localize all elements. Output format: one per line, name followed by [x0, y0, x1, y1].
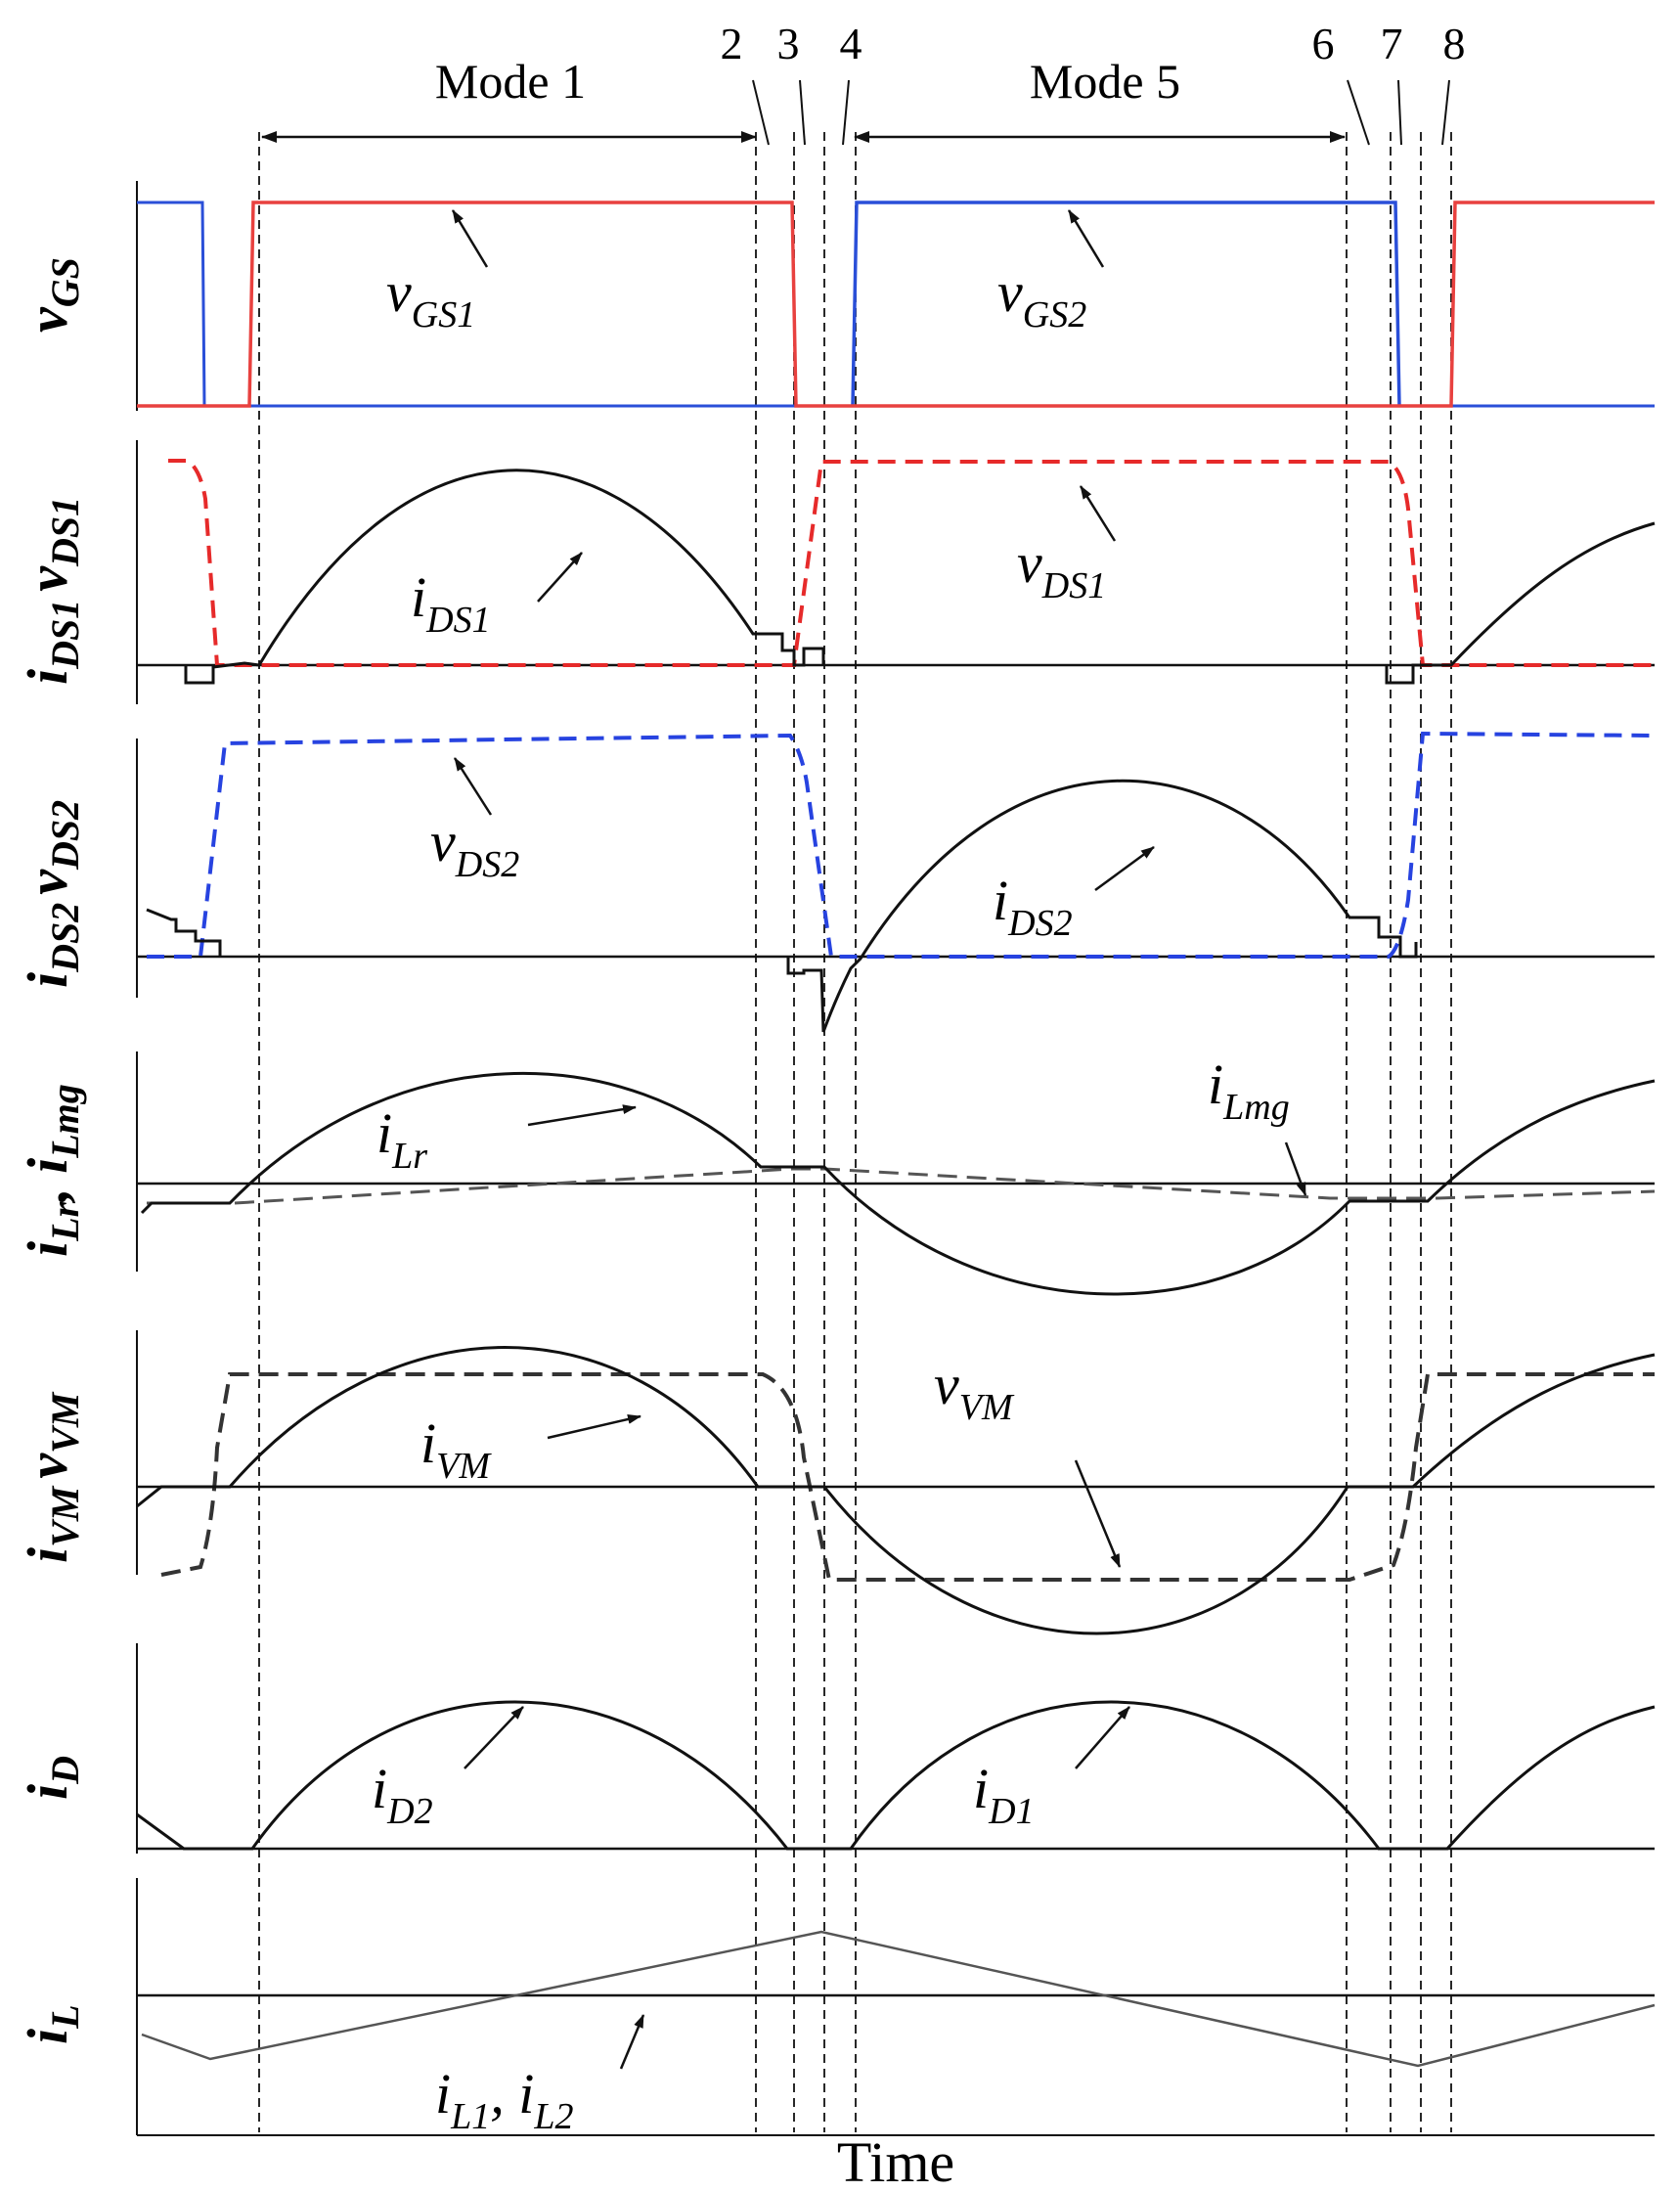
ids2-trace-b [786, 779, 1418, 1033]
ilmg-label: iLmg [1208, 1052, 1290, 1128]
mode1-label: Mode 1 [435, 54, 586, 109]
vds1-trace [168, 459, 1655, 667]
ylabel-ds1: iDS1vDS1 [16, 497, 87, 685]
panel-lr: iLr iLmg iLr, iLmg [16, 1052, 1656, 1296]
vgs1-arrow [451, 209, 489, 268]
ilmg-trace [147, 1167, 1656, 1205]
panel-vm: iVM vVM iVMvVM [16, 1346, 1656, 1635]
id-trace [136, 1700, 1656, 1851]
vgs2-label: vGS2 [997, 260, 1086, 336]
time-axis-label: Time [837, 2130, 954, 2192]
id1-label: iD1 [973, 1757, 1035, 1832]
leader-8 [1441, 79, 1450, 146]
panel-il: iL1, iL2 iL [16, 1930, 1656, 2137]
instant-label-3: 3 [777, 19, 800, 68]
vvm-arrow [1074, 1459, 1122, 1568]
leader-4 [842, 79, 850, 146]
id2-arrow [464, 1706, 524, 1769]
vds2-label: vDS2 [430, 810, 519, 885]
ids2-trace [146, 908, 222, 957]
vgs1-label: vGS1 [386, 260, 475, 336]
vds2-arrow [453, 757, 493, 816]
ids1-trace [184, 469, 825, 685]
leader-2 [752, 79, 770, 146]
ivm-label: iVM [420, 1411, 492, 1487]
ids1-arrow [537, 552, 583, 603]
ylabel-vgs: vGS [16, 257, 87, 333]
panel-vgs: vGS1 vGS2 vGS [16, 201, 1655, 408]
ids2-arrow [1094, 845, 1155, 892]
ylabel-vm: iVMvVM [16, 1391, 87, 1563]
ilr-arrow [527, 1104, 637, 1127]
id1-arrow [1075, 1706, 1130, 1769]
instant-label-2: 2 [721, 19, 743, 68]
vgs2-trace [137, 201, 1655, 408]
instant-label-4: 4 [840, 19, 862, 68]
panel-id: iD2 iD1 iD [16, 1700, 1656, 1851]
leader-3 [799, 79, 806, 146]
ids1-trace-b [1385, 521, 1656, 685]
mode5-label: Mode 5 [1030, 54, 1180, 109]
instant-label-7: 7 [1381, 19, 1403, 68]
vds1-label: vDS1 [1017, 531, 1106, 606]
ylabel-il: iL [16, 2004, 87, 2044]
vgs2-trace-b [851, 201, 1401, 407]
ylabel-ds2: iDS2vDS2 [16, 800, 87, 988]
vgs1-trace [137, 201, 1655, 408]
il1-il2-label: iL1, iL2 [435, 2062, 574, 2137]
instant-label-8: 8 [1443, 19, 1466, 68]
il-arrow [619, 2014, 645, 2070]
id2-label: iD2 [372, 1757, 433, 1832]
mode-header: Mode 1 Mode 5 2 3 4 6 7 8 [261, 19, 1466, 146]
instant-label-6: 6 [1312, 19, 1335, 68]
time-markers [258, 132, 1452, 2132]
leader-7 [1397, 79, 1402, 146]
ids2-label: iDS2 [993, 869, 1073, 944]
panel-ds2: vDS2 iDS2 iDS2vDS2 [16, 731, 1656, 1033]
ylabel-lr: iLr, iLmg [16, 1084, 87, 1257]
vvm-trace [160, 1372, 1655, 1582]
vgs2-arrow [1067, 209, 1105, 268]
vvm-label: vVM [934, 1353, 1015, 1428]
vds2-trace [147, 731, 1656, 959]
leader-6 [1347, 79, 1370, 146]
vds1-arrow [1079, 485, 1117, 542]
ivm-trace [136, 1346, 1656, 1635]
ids1-label: iDS1 [411, 565, 491, 641]
panel-ds1: iDS1 vDS1 iDS1vDS1 [16, 459, 1656, 685]
ivm-arrow [547, 1414, 641, 1440]
ilr-trace [140, 1071, 1656, 1296]
ilr-label: iLr [376, 1101, 427, 1177]
ilmg-arrow [1284, 1141, 1307, 1196]
ylabel-id: iD [16, 1756, 87, 1800]
il-trace [141, 1930, 1656, 2068]
